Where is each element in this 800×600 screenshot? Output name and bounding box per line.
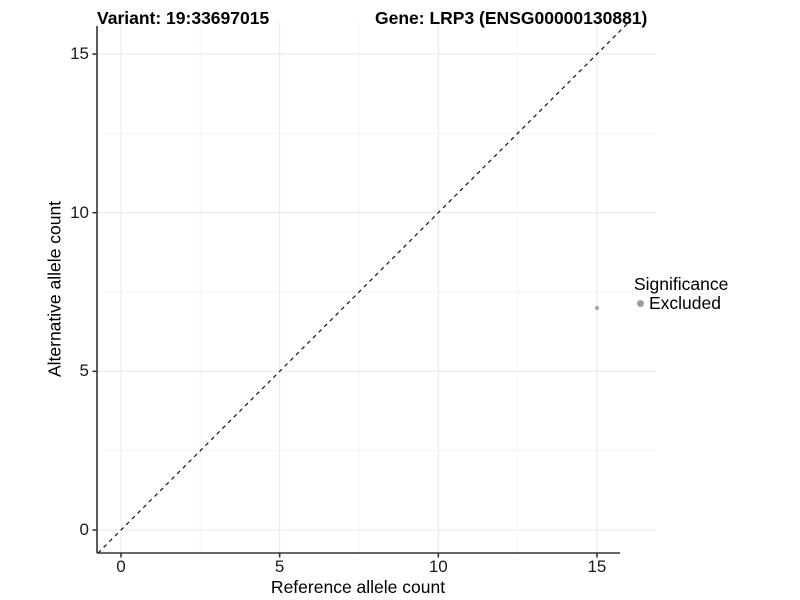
plot-title-gene: Gene: LRP3 (ENSG00000130881) bbox=[375, 8, 648, 28]
legend-item: Excluded bbox=[634, 294, 794, 313]
legend-key-dot-icon bbox=[637, 300, 644, 307]
y-tick-label: 15 bbox=[70, 44, 89, 64]
x-tick-label: 10 bbox=[428, 557, 448, 576]
plot-title-variant: Variant: 19:33697015 bbox=[97, 8, 270, 28]
y-tick-label: 10 bbox=[70, 202, 89, 222]
data-point bbox=[594, 305, 600, 311]
y-axis-title: Alternative allele count bbox=[44, 200, 65, 378]
x-tick-label: 5 bbox=[274, 557, 285, 576]
x-tick-label: 15 bbox=[587, 557, 607, 576]
x-tick-label: 0 bbox=[116, 557, 126, 576]
legend: Significance Excluded bbox=[634, 274, 794, 313]
x-axis-title: Reference allele count bbox=[270, 577, 446, 597]
legend-item-label: Excluded bbox=[649, 293, 721, 313]
y-tick-label: 0 bbox=[79, 520, 89, 539]
legend-title: Significance bbox=[634, 274, 729, 294]
y-tick-label: 5 bbox=[79, 361, 89, 381]
identity-reference-line bbox=[97, 21, 630, 554]
legend-items: Excluded bbox=[634, 294, 794, 313]
